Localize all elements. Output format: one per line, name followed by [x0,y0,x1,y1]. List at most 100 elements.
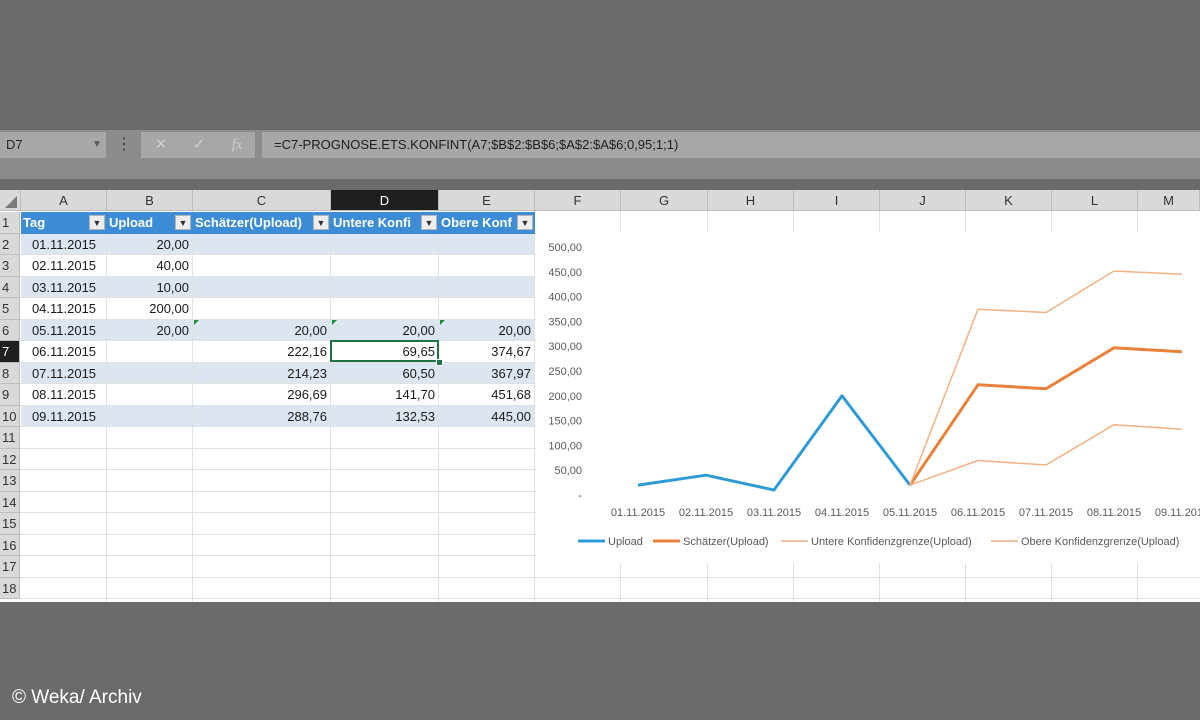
gridline [192,211,193,602]
x-tick-label: 08.11.2015 [1087,507,1141,519]
x-tick-label: 09.11.2015 [1155,507,1200,519]
table-band [21,405,535,427]
row-header[interactable]: 5 [0,298,20,320]
table-cell[interactable]: 200,00 [149,301,189,316]
table-cell[interactable]: 04.11.2015 [31,301,97,316]
y-tick-label: 350,00 [548,316,582,328]
row-header[interactable]: 7 [0,341,20,363]
table-cell[interactable]: 10,00 [156,279,189,295]
column-header[interactable]: I [794,190,880,211]
column-header[interactable]: K [966,190,1052,211]
table-cell[interactable]: 03.11.2015 [31,279,97,295]
row-header[interactable]: 10 [0,405,20,427]
table-cell[interactable]: 08.11.2015 [31,387,97,402]
y-tick-label: 400,00 [548,292,582,304]
table-cell[interactable]: 222,16 [287,344,327,359]
table-header-cell: Tag [23,215,46,230]
table-cell[interactable]: 141,70 [395,387,435,402]
y-tick-label: 450,00 [548,267,582,279]
y-tick-label: 150,00 [548,416,582,428]
x-tick-label: 03.11.2015 [747,507,801,519]
table-cell[interactable]: 20,00 [294,322,327,338]
x-tick-label: 06.11.2015 [951,507,1005,519]
row-header[interactable]: 6 [0,319,20,341]
table-cell[interactable]: 296,69 [287,387,327,402]
row-header[interactable]: 18 [0,577,20,599]
row-header[interactable]: 9 [0,384,20,406]
row-header[interactable]: 3 [0,255,20,277]
table-cell[interactable]: 09.11.2015 [31,408,97,424]
gridline [330,211,331,602]
row-header[interactable]: 16 [0,534,20,556]
formula-input[interactable]: =C7-PROGNOSE.ETS.KONFINT(A7;$B$2:$B$6;$A… [262,132,1200,158]
fill-handle[interactable] [436,359,443,366]
table-cell[interactable]: 132,53 [395,408,435,424]
error-indicator-icon [332,319,337,325]
column-header[interactable]: D [331,190,439,211]
row-header[interactable]: 1 [0,212,20,234]
table-cell[interactable]: 214,23 [287,365,327,381]
table-cell[interactable]: 06.11.2015 [31,344,97,359]
column-header[interactable]: M [1138,190,1200,211]
legend-entry: Untere Konfidenzgrenze(Upload) [811,536,972,548]
name-box[interactable]: D7 [0,132,106,158]
column-header[interactable]: B [107,190,193,211]
cancel-icon[interactable]: ✕ [154,136,168,153]
column-header[interactable]: C [193,190,331,211]
table-band [21,233,535,255]
table-cell[interactable]: 20,00 [156,236,189,252]
filter-dropdown-icon[interactable]: ▼ [313,215,329,230]
filter-dropdown-icon[interactable]: ▼ [175,215,191,230]
gridline [106,211,107,602]
table-cell[interactable]: 01.11.2015 [31,236,97,252]
y-tick-label: 500,00 [548,242,582,254]
forecast-chart[interactable]: - 50,00 100,00 150,00 200,00 250,00 300,00 350,… [536,232,1200,563]
series-line [637,394,912,492]
x-tick-label: 07.11.2015 [1019,507,1073,519]
y-tick-label: - [578,490,582,502]
column-header[interactable]: G [621,190,708,211]
row-header[interactable]: 12 [0,448,20,470]
table-cell[interactable]: 374,67 [491,344,531,359]
table-cell[interactable]: 445,00 [491,408,531,424]
filter-dropdown-icon[interactable]: ▼ [517,215,533,230]
column-header[interactable]: E [439,190,535,211]
row-header[interactable]: 8 [0,362,20,384]
table-cell[interactable]: 20,00 [156,322,189,338]
table-cell[interactable]: 288,76 [287,408,327,424]
table-cell[interactable]: 367,97 [491,365,531,381]
column-header[interactable]: H [708,190,794,211]
table-cell[interactable]: 69,65 [402,344,435,359]
column-header[interactable]: J [880,190,966,211]
row-header[interactable]: 13 [0,470,20,492]
chevron-down-icon[interactable]: ▼ [92,139,102,150]
more-options-icon[interactable]: ⋮ [116,136,132,153]
row-header[interactable]: 11 [0,427,20,449]
table-cell[interactable]: 05.11.2015 [31,322,97,338]
table-cell[interactable]: 20,00 [498,322,531,338]
table-cell[interactable]: 60,50 [402,365,435,381]
table-cell[interactable]: 07.11.2015 [31,365,97,381]
column-header[interactable]: F [535,190,621,211]
table-cell[interactable]: 40,00 [156,258,189,273]
column-header[interactable]: A [21,190,107,211]
table-cell[interactable]: 20,00 [402,322,435,338]
filter-dropdown-icon[interactable]: ▼ [421,215,437,230]
active-cell-border [330,340,439,362]
enter-icon[interactable]: ✓ [192,136,206,153]
row-header[interactable]: 2 [0,233,20,255]
gridline [438,211,439,602]
row-header[interactable]: 17 [0,556,20,578]
row-header[interactable]: 14 [0,491,20,513]
row-header[interactable]: 15 [0,513,20,535]
x-tick-label: 02.11.2015 [679,507,733,519]
insert-function-icon[interactable]: fx [231,137,243,153]
table-cell[interactable]: 451,68 [491,387,531,402]
select-all-corner[interactable] [0,190,21,211]
table-cell[interactable]: 02.11.2015 [31,258,97,273]
column-header[interactable]: L [1052,190,1138,211]
series-line [909,270,1183,486]
row-header[interactable]: 4 [0,276,20,298]
filter-dropdown-icon[interactable]: ▼ [89,215,105,230]
y-tick-label: 300,00 [548,341,582,353]
